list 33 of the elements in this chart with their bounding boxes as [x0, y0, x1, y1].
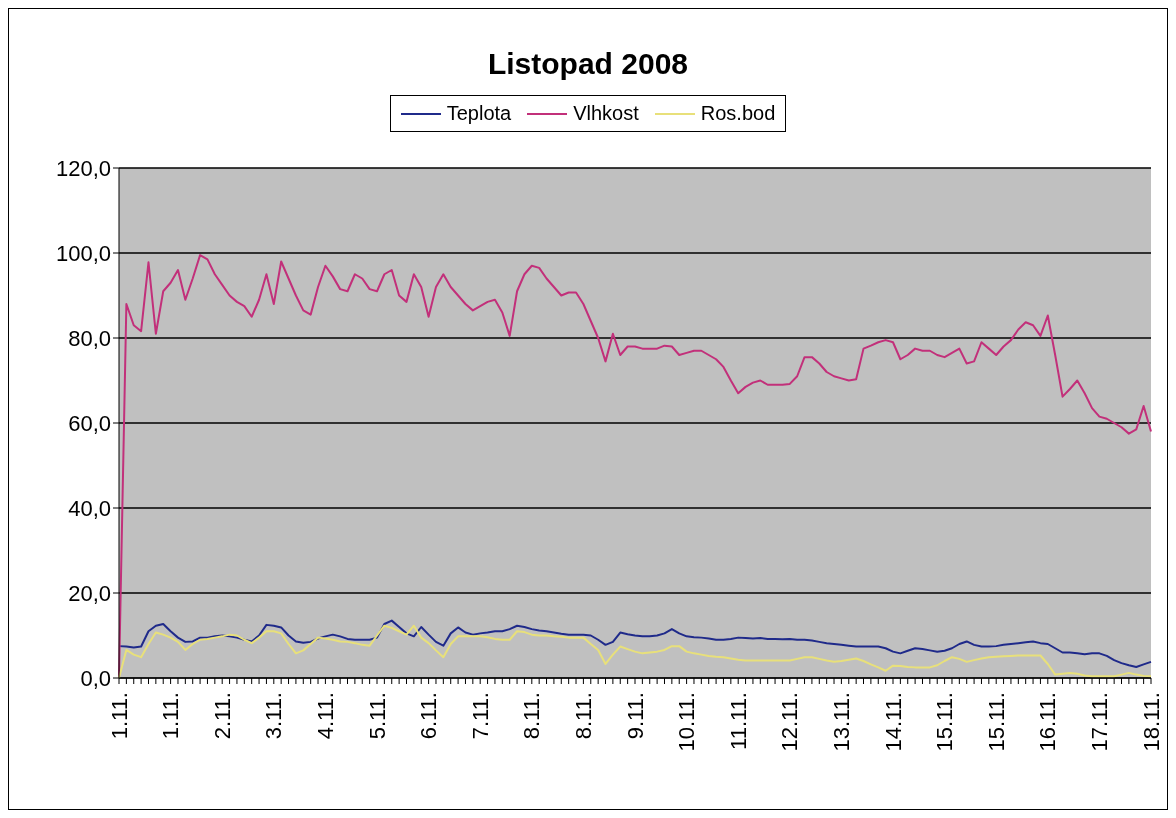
x-tick-label: 10.11.	[674, 692, 700, 752]
x-tick-label: 12.11.	[777, 692, 803, 752]
y-tick-label: 0,0	[80, 665, 111, 691]
x-tick-label: 1.11.	[106, 692, 132, 740]
legend-label: Ros.bod	[699, 102, 776, 125]
x-tick-label: 7.11.	[467, 692, 493, 740]
x-tick-label: 1.11.	[158, 692, 184, 740]
y-tick-label: 60,0	[68, 410, 111, 436]
y-tick-label: 20,0	[68, 580, 111, 606]
x-tick-label: 15.11.	[932, 692, 958, 752]
x-tick-label: 8.11.	[519, 692, 545, 740]
x-tick-label: 9.11.	[622, 692, 648, 740]
y-tick-label: 100,0	[55, 240, 111, 266]
y-tick-label: 80,0	[68, 325, 111, 351]
x-tick-label: 6.11.	[416, 692, 442, 740]
x-tick-label: 11.11.	[725, 692, 751, 750]
y-tick-label: 120,0	[55, 155, 111, 181]
x-tick-label: 18.11.	[1138, 692, 1164, 752]
x-tick-label: 3.11.	[261, 692, 287, 740]
y-tick-label: 40,0	[68, 495, 111, 521]
x-tick-label: 2.11.	[209, 692, 235, 740]
x-tick-label: 15.11.	[983, 692, 1009, 752]
legend-label: Vlhkost	[572, 102, 639, 125]
legend-label: Teplota	[445, 102, 512, 125]
x-tick-label: 5.11.	[364, 692, 390, 740]
line-series	[118, 619, 1152, 668]
x-tick-label: 16.11.	[1035, 692, 1061, 752]
x-tick-label: 13.11.	[828, 692, 854, 752]
x-tick-label: 4.11.	[312, 692, 338, 740]
x-tick-label: 17.11.	[1086, 692, 1112, 752]
x-tick-label: 14.11.	[880, 692, 906, 752]
x-tick-label: 8.11.	[570, 692, 596, 740]
chart-title: Listopad 2008	[486, 47, 690, 81]
